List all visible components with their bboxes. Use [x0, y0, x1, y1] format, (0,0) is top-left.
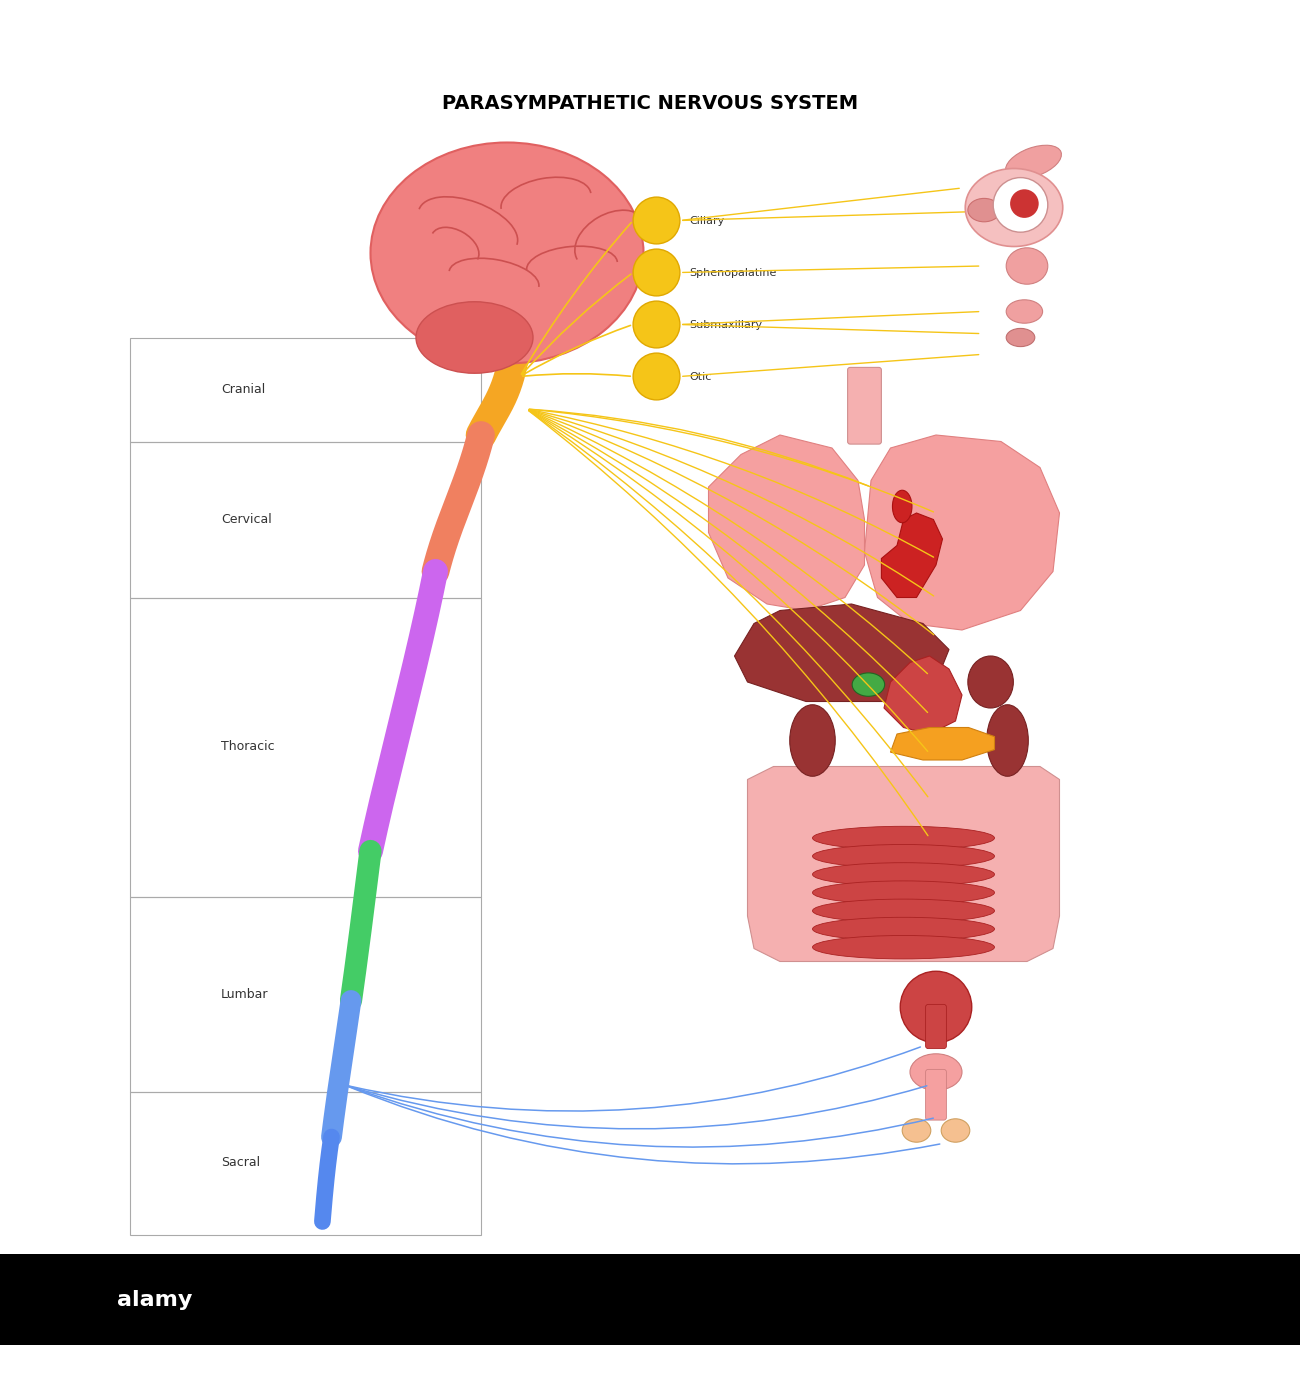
FancyBboxPatch shape [926, 1069, 946, 1120]
Text: Sacral: Sacral [221, 1156, 260, 1169]
Ellipse shape [812, 845, 994, 867]
Ellipse shape [941, 1119, 970, 1143]
Ellipse shape [790, 705, 835, 776]
Text: Lumbar: Lumbar [221, 987, 269, 1001]
Ellipse shape [812, 935, 994, 959]
Ellipse shape [902, 1119, 931, 1143]
Ellipse shape [892, 491, 911, 523]
Ellipse shape [812, 899, 994, 923]
Circle shape [633, 353, 680, 400]
Circle shape [633, 302, 680, 348]
Polygon shape [891, 727, 994, 760]
Ellipse shape [812, 826, 994, 849]
Text: PARASYMPATHETIC NERVOUS SYSTEM: PARASYMPATHETIC NERVOUS SYSTEM [442, 95, 858, 113]
Text: Sphenopalatine: Sphenopalatine [689, 267, 776, 278]
Ellipse shape [1006, 145, 1061, 179]
Text: Cranial: Cranial [221, 384, 265, 396]
Polygon shape [864, 435, 1060, 630]
Ellipse shape [967, 199, 1001, 222]
FancyBboxPatch shape [0, 1254, 1300, 1346]
Text: Thoracic: Thoracic [221, 741, 274, 753]
Ellipse shape [1010, 189, 1039, 218]
FancyBboxPatch shape [926, 1005, 946, 1048]
Polygon shape [884, 656, 962, 734]
Text: Submaxillary: Submaxillary [689, 320, 762, 329]
Text: alamy: alamy [117, 1290, 192, 1309]
Circle shape [633, 197, 680, 243]
Ellipse shape [967, 656, 1014, 708]
Ellipse shape [812, 917, 994, 941]
Ellipse shape [993, 178, 1048, 232]
Polygon shape [747, 766, 1060, 962]
Text: Otic: Otic [689, 371, 711, 381]
Ellipse shape [812, 881, 994, 905]
Ellipse shape [965, 168, 1063, 246]
Polygon shape [734, 605, 949, 702]
Text: Cervical: Cervical [221, 513, 272, 525]
Ellipse shape [812, 863, 994, 885]
Ellipse shape [1006, 247, 1048, 284]
Polygon shape [708, 435, 864, 610]
Circle shape [633, 249, 680, 296]
Ellipse shape [987, 705, 1028, 776]
Ellipse shape [416, 302, 533, 374]
Text: Ciliary: Ciliary [689, 215, 724, 225]
Polygon shape [881, 513, 942, 598]
Ellipse shape [1006, 300, 1043, 324]
FancyBboxPatch shape [848, 367, 881, 443]
Ellipse shape [910, 1054, 962, 1090]
Ellipse shape [370, 143, 644, 364]
Ellipse shape [900, 972, 972, 1042]
Ellipse shape [853, 673, 885, 696]
Ellipse shape [1006, 328, 1035, 346]
